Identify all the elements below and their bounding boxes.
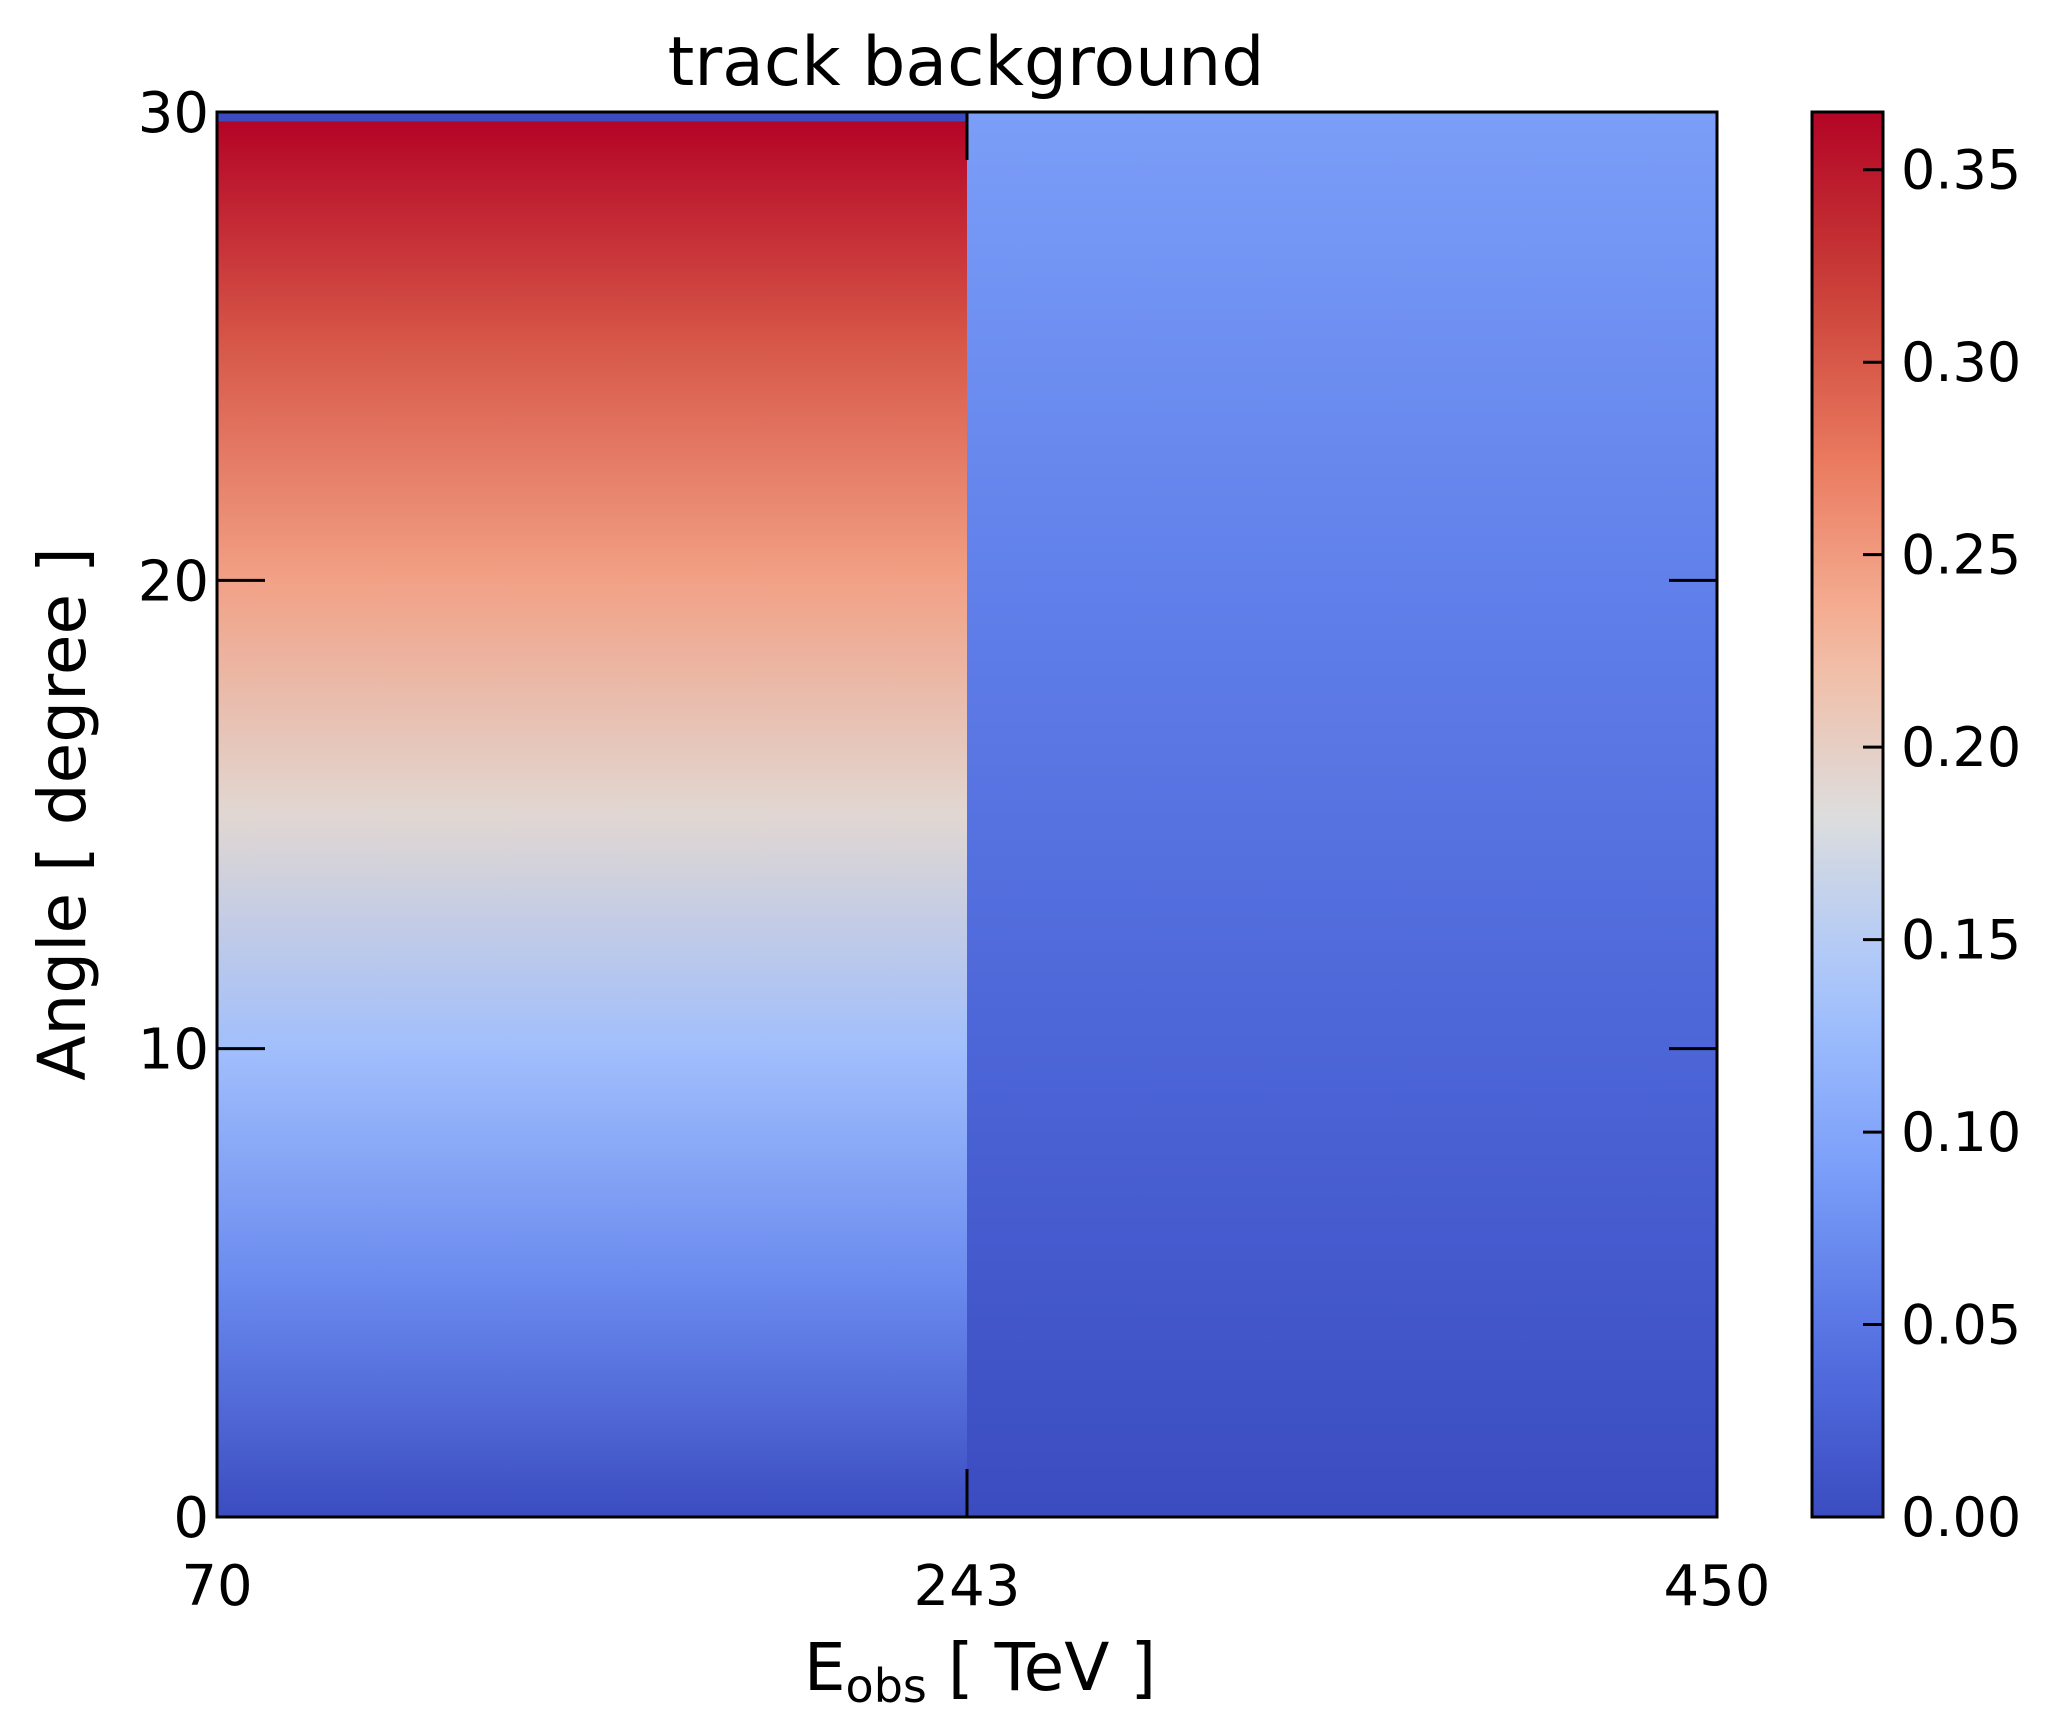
colorbar-frame xyxy=(1810,110,1885,1519)
colorbar-tick-label: 0.05 xyxy=(1901,1294,2021,1357)
y-tick-label: 0 xyxy=(173,1486,209,1551)
y-axis-label: Angle [ degree ] xyxy=(24,547,101,1081)
colorbar-gradient xyxy=(1812,112,1883,1517)
colorbar-tick-label: 0.10 xyxy=(1901,1101,2021,1164)
colorbar-tick-label: 0.20 xyxy=(1901,716,2021,779)
heatmap-cell-column-2 xyxy=(967,112,1717,1517)
colorbar-tick-label: 0.00 xyxy=(1901,1486,2021,1549)
y-tick-label: 20 xyxy=(138,549,209,614)
colorbar-tick-label: 0.35 xyxy=(1901,139,2021,202)
y-tick-label: 10 xyxy=(138,1018,209,1083)
x-tick-label: 70 xyxy=(181,1554,252,1619)
axis-ticks xyxy=(215,110,1719,1519)
y-tick-labels: 0 10 20 30 xyxy=(138,81,209,1551)
heatmap-cell-column-1 xyxy=(217,112,967,1517)
x-tick-label: 450 xyxy=(1664,1554,1771,1619)
colorbar: 0.00 0.05 0.10 0.15 0.20 0.25 0.30 0.35 xyxy=(1810,110,2021,1549)
colorbar-tick-label: 0.30 xyxy=(1901,331,2021,394)
colorbar-tick-label: 0.15 xyxy=(1901,909,2021,972)
heatmap-cells xyxy=(217,112,1717,1517)
x-axis-label: Eobs [ TeV ] xyxy=(804,1629,1156,1713)
y-tick-label: 30 xyxy=(138,81,209,146)
x-tick-label: 243 xyxy=(914,1554,1021,1619)
x-tick-labels: 70 243 450 xyxy=(181,1554,1770,1619)
colorbar-tick-label: 0.25 xyxy=(1901,524,2021,587)
chart-title: track background xyxy=(668,23,1265,102)
